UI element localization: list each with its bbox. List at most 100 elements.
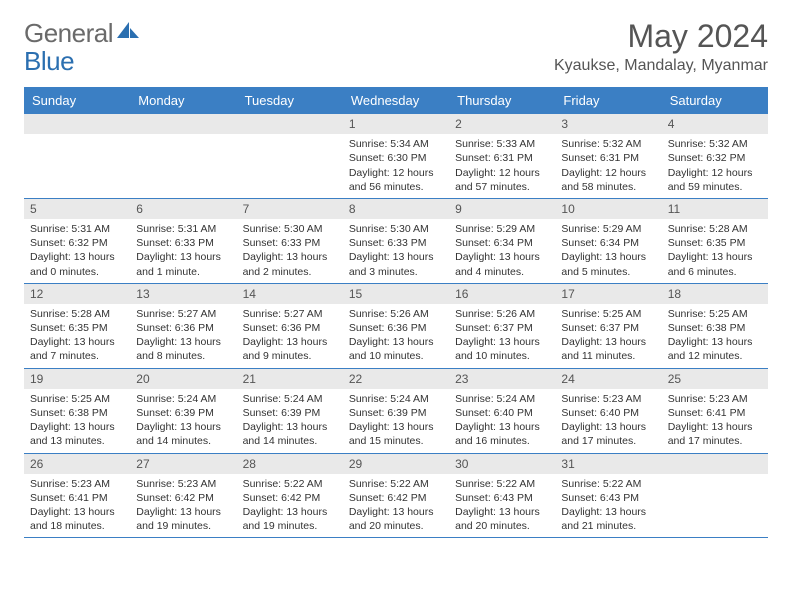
day-number: 26: [24, 454, 130, 474]
calendar-cell: 29Sunrise: 5:22 AMSunset: 6:42 PMDayligh…: [343, 454, 449, 538]
calendar-cell: 23Sunrise: 5:24 AMSunset: 6:40 PMDayligh…: [449, 369, 555, 453]
logo-text-2-wrap: Blue: [24, 46, 74, 77]
day-number: 31: [555, 454, 661, 474]
sunrise-text: Sunrise: 5:28 AM: [668, 222, 762, 236]
logo: General: [24, 18, 143, 49]
daylight-text: Daylight: 13 hours and 19 minutes.: [136, 505, 230, 533]
week-row: 26Sunrise: 5:23 AMSunset: 6:41 PMDayligh…: [24, 454, 768, 539]
cell-body: Sunrise: 5:28 AMSunset: 6:35 PMDaylight:…: [662, 219, 768, 283]
sunset-text: Sunset: 6:43 PM: [561, 491, 655, 505]
daylight-text: Daylight: 13 hours and 14 minutes.: [136, 420, 230, 448]
day-number: 14: [237, 284, 343, 304]
sunset-text: Sunset: 6:40 PM: [561, 406, 655, 420]
calendar-cell: 28Sunrise: 5:22 AMSunset: 6:42 PMDayligh…: [237, 454, 343, 538]
daylight-text: Daylight: 13 hours and 11 minutes.: [561, 335, 655, 363]
cell-body: Sunrise: 5:24 AMSunset: 6:39 PMDaylight:…: [237, 389, 343, 453]
daylight-text: Daylight: 13 hours and 17 minutes.: [668, 420, 762, 448]
calendar-cell: 1Sunrise: 5:34 AMSunset: 6:30 PMDaylight…: [343, 114, 449, 198]
calendar-cell: 21Sunrise: 5:24 AMSunset: 6:39 PMDayligh…: [237, 369, 343, 453]
calendar-cell: 15Sunrise: 5:26 AMSunset: 6:36 PMDayligh…: [343, 284, 449, 368]
calendar-cell: 24Sunrise: 5:23 AMSunset: 6:40 PMDayligh…: [555, 369, 661, 453]
day-number: 25: [662, 369, 768, 389]
calendar-cell: 11Sunrise: 5:28 AMSunset: 6:35 PMDayligh…: [662, 199, 768, 283]
daylight-text: Daylight: 13 hours and 0 minutes.: [30, 250, 124, 278]
sunrise-text: Sunrise: 5:22 AM: [561, 477, 655, 491]
day-number: 20: [130, 369, 236, 389]
sunset-text: Sunset: 6:37 PM: [561, 321, 655, 335]
weeks-container: 1Sunrise: 5:34 AMSunset: 6:30 PMDaylight…: [24, 114, 768, 538]
day-number: 15: [343, 284, 449, 304]
calendar-cell: 18Sunrise: 5:25 AMSunset: 6:38 PMDayligh…: [662, 284, 768, 368]
sunset-text: Sunset: 6:33 PM: [136, 236, 230, 250]
sunset-text: Sunset: 6:38 PM: [668, 321, 762, 335]
daylight-text: Daylight: 13 hours and 10 minutes.: [455, 335, 549, 363]
sunrise-text: Sunrise: 5:22 AM: [349, 477, 443, 491]
sunrise-text: Sunrise: 5:22 AM: [455, 477, 549, 491]
cell-body: Sunrise: 5:30 AMSunset: 6:33 PMDaylight:…: [237, 219, 343, 283]
day-number: 28: [237, 454, 343, 474]
cell-body: Sunrise: 5:32 AMSunset: 6:31 PMDaylight:…: [555, 134, 661, 198]
calendar-cell: 6Sunrise: 5:31 AMSunset: 6:33 PMDaylight…: [130, 199, 236, 283]
daylight-text: Daylight: 13 hours and 7 minutes.: [30, 335, 124, 363]
cell-body: Sunrise: 5:33 AMSunset: 6:31 PMDaylight:…: [449, 134, 555, 198]
day-number: 11: [662, 199, 768, 219]
sunset-text: Sunset: 6:38 PM: [30, 406, 124, 420]
cell-body: Sunrise: 5:34 AMSunset: 6:30 PMDaylight:…: [343, 134, 449, 198]
sunset-text: Sunset: 6:42 PM: [243, 491, 337, 505]
day-number: [130, 114, 236, 134]
sunset-text: Sunset: 6:36 PM: [243, 321, 337, 335]
daylight-text: Daylight: 13 hours and 8 minutes.: [136, 335, 230, 363]
sunrise-text: Sunrise: 5:27 AM: [136, 307, 230, 321]
logo-sail-icon: [115, 20, 141, 47]
sunrise-text: Sunrise: 5:23 AM: [136, 477, 230, 491]
sunrise-text: Sunrise: 5:31 AM: [136, 222, 230, 236]
cell-body: Sunrise: 5:31 AMSunset: 6:32 PMDaylight:…: [24, 219, 130, 283]
day-number: 17: [555, 284, 661, 304]
sunrise-text: Sunrise: 5:29 AM: [561, 222, 655, 236]
calendar-cell: 7Sunrise: 5:30 AMSunset: 6:33 PMDaylight…: [237, 199, 343, 283]
sunrise-text: Sunrise: 5:30 AM: [349, 222, 443, 236]
day-number: 27: [130, 454, 236, 474]
sunrise-text: Sunrise: 5:24 AM: [136, 392, 230, 406]
sunrise-text: Sunrise: 5:26 AM: [455, 307, 549, 321]
cell-body: Sunrise: 5:25 AMSunset: 6:38 PMDaylight:…: [24, 389, 130, 453]
daylight-text: Daylight: 13 hours and 13 minutes.: [30, 420, 124, 448]
cell-body: Sunrise: 5:28 AMSunset: 6:35 PMDaylight:…: [24, 304, 130, 368]
daylight-text: Daylight: 13 hours and 21 minutes.: [561, 505, 655, 533]
sunrise-text: Sunrise: 5:31 AM: [30, 222, 124, 236]
sunrise-text: Sunrise: 5:27 AM: [243, 307, 337, 321]
sunrise-text: Sunrise: 5:29 AM: [455, 222, 549, 236]
day-number: 5: [24, 199, 130, 219]
daylight-text: Daylight: 13 hours and 2 minutes.: [243, 250, 337, 278]
day-number: 23: [449, 369, 555, 389]
sunset-text: Sunset: 6:39 PM: [243, 406, 337, 420]
sunset-text: Sunset: 6:32 PM: [668, 151, 762, 165]
title-block: May 2024 Kyaukse, Mandalay, Myanmar: [554, 18, 768, 75]
day-number: 7: [237, 199, 343, 219]
sunset-text: Sunset: 6:42 PM: [349, 491, 443, 505]
logo-text-1: General: [24, 18, 113, 49]
sunrise-text: Sunrise: 5:24 AM: [243, 392, 337, 406]
cell-body: Sunrise: 5:23 AMSunset: 6:42 PMDaylight:…: [130, 474, 236, 538]
day-number: 2: [449, 114, 555, 134]
day-number: 12: [24, 284, 130, 304]
day-number: 22: [343, 369, 449, 389]
sunset-text: Sunset: 6:30 PM: [349, 151, 443, 165]
cell-body: Sunrise: 5:24 AMSunset: 6:39 PMDaylight:…: [343, 389, 449, 453]
day-number: 21: [237, 369, 343, 389]
cell-body: Sunrise: 5:31 AMSunset: 6:33 PMDaylight:…: [130, 219, 236, 283]
daylight-text: Daylight: 13 hours and 15 minutes.: [349, 420, 443, 448]
sunrise-text: Sunrise: 5:34 AM: [349, 137, 443, 151]
sunrise-text: Sunrise: 5:25 AM: [561, 307, 655, 321]
sunset-text: Sunset: 6:39 PM: [136, 406, 230, 420]
calendar-cell: 4Sunrise: 5:32 AMSunset: 6:32 PMDaylight…: [662, 114, 768, 198]
sunset-text: Sunset: 6:33 PM: [243, 236, 337, 250]
cell-body: Sunrise: 5:26 AMSunset: 6:36 PMDaylight:…: [343, 304, 449, 368]
daylight-text: Daylight: 13 hours and 9 minutes.: [243, 335, 337, 363]
calendar-cell: 9Sunrise: 5:29 AMSunset: 6:34 PMDaylight…: [449, 199, 555, 283]
day-header-row: Sunday Monday Tuesday Wednesday Thursday…: [24, 87, 768, 114]
cell-body: Sunrise: 5:24 AMSunset: 6:39 PMDaylight:…: [130, 389, 236, 453]
calendar-cell: [237, 114, 343, 198]
calendar-cell: 27Sunrise: 5:23 AMSunset: 6:42 PMDayligh…: [130, 454, 236, 538]
week-row: 1Sunrise: 5:34 AMSunset: 6:30 PMDaylight…: [24, 114, 768, 199]
